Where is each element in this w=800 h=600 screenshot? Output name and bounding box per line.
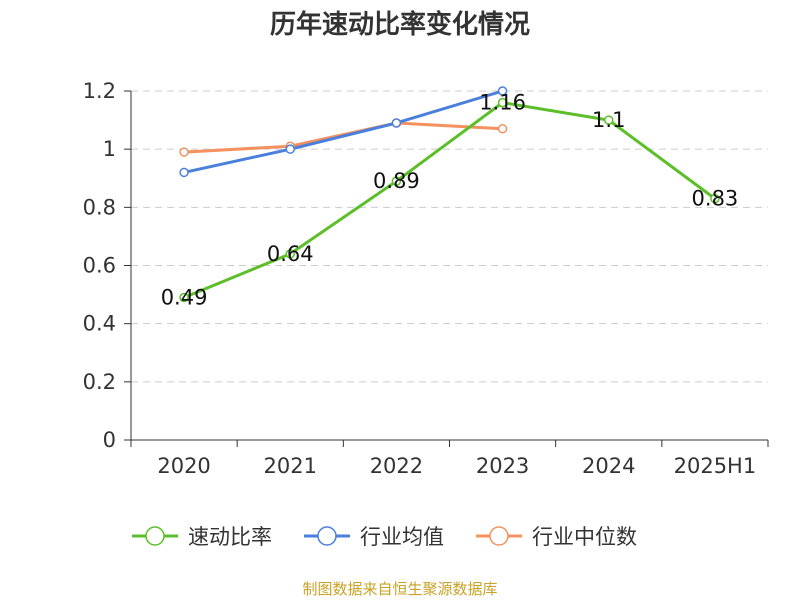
legend-label: 速动比率 (188, 525, 272, 549)
series-points (179, 86, 720, 303)
x-tick-label: 2020 (157, 454, 210, 478)
chart-title: 历年速动比率变化情况 (270, 9, 530, 40)
y-tick-label: 0.6 (83, 254, 116, 278)
axes (124, 90, 769, 447)
y-tick-label: 1 (103, 137, 116, 161)
data-point-2 (497, 124, 508, 134)
data-labels: 0.49 0.64 0.89 1.16 1.1 0.83 (161, 91, 739, 310)
legend-label: 行业中位数 (532, 525, 637, 549)
legend-marker (145, 526, 165, 546)
series-lines (183, 89, 716, 299)
x-tick-label: 2022 (370, 454, 423, 478)
data-point-1 (179, 167, 189, 178)
legend: 速动比率 行业均值 行业中位数 (132, 525, 637, 549)
data-point-1 (391, 118, 402, 128)
tick-labels: 0 0.2 0.4 0.6 0.8 1 1.2 2020 2021 2022 2023 2024 202… (83, 79, 757, 478)
data-label: 0.83 (692, 187, 739, 211)
series-line-1 (183, 89, 504, 174)
data-point-0 (179, 292, 189, 303)
data-point-0 (391, 176, 402, 186)
data-point-0 (497, 97, 508, 108)
y-tick-label: 0.2 (83, 370, 116, 394)
legend-label: 行业均值 (360, 525, 444, 549)
data-label: 1.16 (479, 91, 526, 115)
y-tick-label: 1.2 (83, 79, 116, 103)
x-tick-label: 2024 (582, 454, 635, 478)
legend-item-0: 速动比率 (132, 525, 272, 549)
x-tick-label: 2025H1 (674, 454, 757, 478)
data-label: 0.49 (161, 285, 208, 309)
data-label: 0.89 (373, 169, 420, 193)
data-point-0 (285, 249, 295, 259)
data-point-2 (179, 147, 189, 157)
y-tick-label: 0 (103, 428, 116, 452)
source-note: 制图数据来自恒生聚源数据库 (302, 580, 497, 598)
data-point-1 (285, 144, 295, 154)
x-tick-label: 2021 (264, 454, 317, 478)
series-line-0 (183, 101, 716, 299)
y-tick-label: 0.4 (83, 312, 116, 336)
legend-item-2: 行业中位数 (476, 525, 637, 549)
legend-marker (489, 526, 509, 546)
data-label: 0.64 (267, 242, 314, 266)
y-tick-label: 0.8 (83, 195, 116, 219)
grid (131, 90, 768, 383)
legend-marker (317, 526, 337, 546)
data-point-0 (604, 115, 614, 125)
data-point-1 (497, 86, 508, 96)
legend-item-1: 行业均值 (304, 525, 444, 549)
data-label: 1.1 (592, 108, 625, 132)
x-tick-label: 2023 (476, 454, 529, 478)
data-point-0 (710, 193, 720, 204)
